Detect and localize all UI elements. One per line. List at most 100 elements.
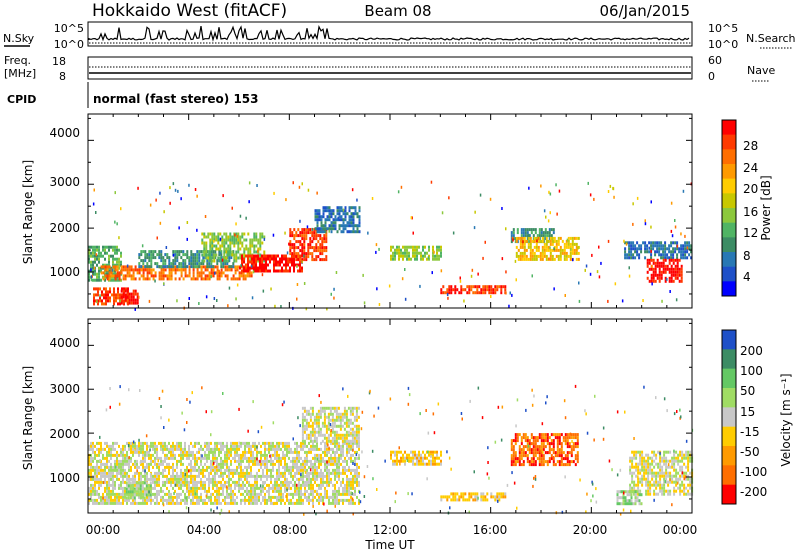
- power-cell: [207, 253, 210, 257]
- velocity-cell: [278, 444, 280, 448]
- power-cell: [632, 256, 635, 260]
- power-cell: [676, 273, 679, 277]
- velocity-cell: [476, 498, 479, 502]
- power-cell: [108, 271, 111, 275]
- velocity-cell: [286, 498, 288, 502]
- velocity-cell: [260, 501, 262, 505]
- power-cell: [90, 263, 92, 267]
- velocity-cell: [324, 489, 326, 493]
- velocity-cell: [331, 436, 334, 440]
- velocity-cell: [168, 480, 170, 484]
- velocity-cell: [351, 406, 354, 410]
- power-scatter-point: [236, 234, 239, 238]
- power-cell: [559, 251, 562, 255]
- power-scatter-point: [511, 236, 514, 240]
- velocity-cell: [208, 450, 210, 454]
- power-cell: [424, 254, 426, 258]
- velocity-cell: [282, 444, 284, 448]
- velocity-cell: [204, 444, 206, 448]
- velocity-cell: [238, 483, 240, 487]
- velocity-cell: [176, 462, 178, 466]
- power-cell: [295, 231, 298, 235]
- power-cell: [90, 266, 92, 270]
- power-cell: [652, 244, 655, 248]
- velocity-cell: [315, 424, 318, 428]
- velocity-cell: [146, 465, 148, 469]
- power-cell: [416, 248, 418, 252]
- velocity-cell: [252, 453, 254, 457]
- velocity-cell: [174, 456, 176, 460]
- power-cell: [559, 254, 562, 258]
- velocity-cell: [312, 462, 314, 466]
- velocity-cell: [90, 468, 92, 472]
- velocity-cell: [324, 495, 326, 499]
- power-scatter-point: [378, 247, 380, 251]
- velocity-cell: [252, 483, 254, 487]
- power-cell: [96, 245, 98, 249]
- velocity-cell: [540, 436, 543, 440]
- velocity-cell: [308, 498, 310, 502]
- velocity-cell: [148, 498, 150, 502]
- power-cell: [346, 224, 349, 228]
- velocity-cell: [290, 450, 292, 454]
- power-cell: [670, 258, 673, 262]
- velocity-cell: [90, 459, 92, 463]
- power-cell: [332, 227, 335, 231]
- power-cell: [299, 231, 302, 235]
- velocity-cell: [131, 496, 134, 500]
- power-scatter-point: [316, 191, 318, 195]
- velocity-cell: [354, 489, 356, 493]
- power-cell: [168, 271, 171, 275]
- power-scatter-point: [607, 299, 609, 303]
- power-cell: [211, 241, 214, 245]
- velocity-cell: [327, 427, 330, 431]
- power-cell: [106, 265, 109, 269]
- power-scatter-point: [593, 197, 595, 201]
- velocity-cell: [248, 462, 250, 466]
- velocity-cell: [106, 444, 108, 448]
- power-cell: [114, 265, 117, 269]
- power-scatter-point: [474, 210, 476, 214]
- velocity-cell: [124, 444, 126, 448]
- power-cell: [243, 250, 246, 254]
- power-scatter-point: [404, 297, 407, 301]
- velocity-cell: [90, 489, 92, 493]
- velocity-cell: [122, 462, 124, 466]
- power-cell: [105, 293, 107, 297]
- velocity-cell: [137, 484, 140, 488]
- power-cell: [115, 299, 117, 303]
- velocity-cell: [240, 462, 242, 466]
- power-cell: [198, 259, 201, 263]
- power-cell: [432, 245, 434, 249]
- velocity-cell: [120, 453, 122, 457]
- power-cell: [209, 241, 212, 245]
- velocity-cell: [146, 498, 148, 502]
- velocity-cell: [310, 486, 312, 490]
- velocity-cell: [228, 492, 230, 496]
- velocity-cell: [349, 439, 352, 443]
- power-cell: [283, 254, 285, 258]
- velocity-cell: [178, 459, 180, 463]
- velocity-cell: [264, 465, 266, 469]
- power-cell: [325, 249, 328, 253]
- velocity-cell: [88, 492, 90, 496]
- velocity-cell: [305, 427, 308, 431]
- velocity-cell: [358, 471, 360, 475]
- power-cell: [317, 240, 320, 244]
- velocity-cell: [192, 456, 194, 460]
- colorbar-swatch: [722, 237, 736, 253]
- velocity-cell: [172, 465, 174, 469]
- power-cell: [247, 263, 249, 267]
- velocity-cell: [526, 439, 529, 443]
- power-cell: [322, 227, 325, 231]
- velocity-cell: [254, 492, 256, 496]
- power-cell: [110, 271, 113, 275]
- power-cell: [551, 236, 554, 240]
- velocity-cell: [256, 459, 258, 463]
- power-cell: [456, 288, 459, 292]
- velocity-cell: [514, 433, 517, 437]
- velocity-cell: [305, 421, 308, 425]
- power-scatter-point: [479, 193, 482, 197]
- power-cell: [210, 268, 213, 272]
- power-cell: [545, 248, 548, 252]
